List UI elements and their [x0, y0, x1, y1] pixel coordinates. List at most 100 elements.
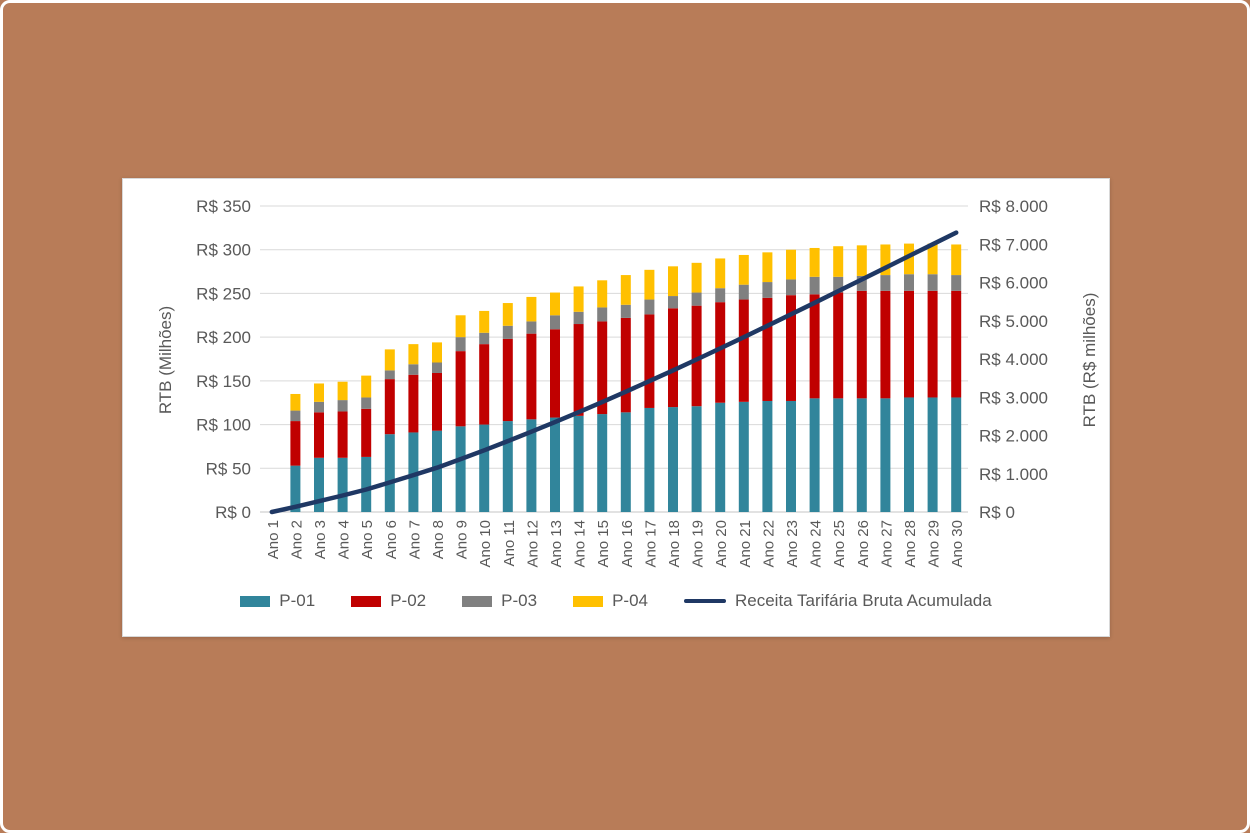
bar-segment-p-02 [880, 290, 891, 399]
p03-swatch-icon [462, 595, 493, 607]
bar-segment-p-01 [668, 407, 678, 512]
bar-segment-p-04 [455, 315, 466, 338]
bar-segment-p-02 [573, 324, 584, 416]
line-swatch-icon [683, 599, 726, 603]
left-axis-tick-label: R$ 300 [196, 241, 251, 260]
bar-segment-p-03 [479, 332, 490, 345]
x-axis-tick-label: Ano 19 [690, 520, 707, 568]
bar-segment-p-04 [856, 245, 867, 276]
bar-segment-p-03 [809, 276, 820, 295]
bar-segment-p-03 [880, 275, 891, 291]
bar-segment-p-04 [786, 249, 796, 280]
bar-segment-p-01 [715, 402, 726, 512]
x-axis-tick-label: Ano 3 [312, 520, 329, 559]
bar-segment-p-01 [432, 430, 442, 512]
bar-segment-p-01 [691, 406, 702, 512]
bar-segment-p-01 [762, 400, 773, 512]
bar-segment-p-03 [573, 311, 584, 325]
x-axis-tick-label: Ano 12 [524, 520, 541, 568]
x-axis-tick-label: Ano 15 [595, 520, 612, 568]
bar-segment-p-02 [644, 314, 655, 408]
x-axis-tick-label: Ano 14 [572, 520, 589, 568]
legend-label-p03: P-03 [501, 591, 538, 610]
x-axis-tick-label: Ano 4 [336, 520, 353, 559]
legend: P-01 P-02 P-03 P-04 Receita Tarifária Br… [123, 591, 1109, 611]
right-axis-title: RTB (R$ milhões) [1080, 292, 1099, 428]
bar-segment-p-02 [927, 290, 938, 398]
bar-segment-p-02 [715, 302, 726, 403]
bar-segment-p-02 [502, 338, 513, 422]
x-axis-tick-label: Ano 28 [902, 520, 919, 568]
legend-label-p02: P-02 [390, 591, 427, 610]
bar-segment-p-01 [927, 397, 938, 512]
bar-segment-p-04 [715, 258, 726, 289]
bar-segment-p-04 [644, 269, 655, 300]
bar-segment-p-02 [951, 290, 962, 398]
bar-segment-p-04 [314, 383, 324, 402]
bar-segment-p-03 [951, 275, 962, 291]
bar-segment-p-01 [597, 414, 608, 512]
bar-segment-p-02 [691, 305, 702, 407]
bar-segment-p-03 [833, 276, 844, 293]
bar-segment-p-03 [620, 304, 631, 318]
right-axis-tick-label: R$ 8.000 [979, 197, 1048, 216]
legend-label-p04: P-04 [612, 591, 648, 610]
bar-segment-p-02 [668, 308, 678, 408]
bar-segment-p-02 [526, 333, 537, 420]
bar-segment-p-03 [526, 321, 537, 334]
bar-segment-p-02 [620, 317, 631, 413]
bar-segment-p-03 [314, 401, 324, 413]
p01-swatch-icon [240, 595, 271, 607]
bar-segment-p-02 [384, 379, 395, 435]
bar-segment-p-04 [597, 280, 608, 308]
bar-segment-p-03 [550, 315, 560, 330]
x-axis-tick-label: Ano 5 [359, 520, 376, 559]
bar-segment-p-04 [904, 243, 914, 275]
plot-area: R$ 0 R$ 50 R$ 100 R$ 150 R$ 200 R$ 250 R$ 300 R… [196, 197, 1048, 568]
bar-segment-p-01 [809, 398, 820, 512]
bar-segment-p-02 [904, 290, 914, 398]
chart-panel: R$ 0 R$ 50 R$ 100 R$ 150 R$ 200 R$ 250 R$ 300 R… [122, 178, 1110, 637]
bar-segment-p-01 [384, 434, 395, 512]
bar-segment-p-04 [809, 247, 820, 277]
bar-segment-p-01 [904, 397, 914, 512]
left-axis-tick-label: R$ 250 [196, 284, 251, 303]
bar-segment-p-03 [361, 397, 372, 409]
right-axis-tick-label: R$ 5.000 [979, 312, 1048, 331]
right-axis-tick-label: R$ 2.000 [979, 427, 1048, 446]
p02-swatch-icon [351, 595, 382, 607]
bar-segment-p-02 [809, 294, 820, 399]
bar-segment-p-03 [408, 364, 419, 375]
bar-segment-p-03 [786, 279, 796, 296]
bar-segment-p-02 [408, 374, 419, 433]
bar-segment-p-01 [880, 398, 891, 512]
bar-segment-p-03 [644, 299, 655, 315]
legend-item-p04: P-04 [573, 591, 648, 611]
x-axis-tick-label: Ano 11 [501, 520, 518, 566]
bar-segment-p-02 [361, 408, 372, 457]
bar-segment-p-04 [951, 244, 962, 276]
left-axis-tick-label: R$ 350 [196, 197, 251, 216]
x-axis-tick-label: Ano 16 [619, 520, 636, 568]
x-axis-tick-label: Ano 24 [808, 520, 825, 568]
x-axis-tick-label: Ano 2 [288, 520, 305, 559]
x-axis-tick-label: Ano 23 [784, 520, 801, 568]
bar-segment-p-02 [597, 321, 608, 415]
bar-segment-p-03 [691, 292, 702, 306]
right-axis-tick-label: R$ 0 [979, 503, 1015, 522]
bar-segment-p-04 [502, 303, 513, 326]
right-axis-tick-label: R$ 7.000 [979, 235, 1048, 254]
bar-segment-p-02 [337, 411, 348, 458]
bar-segment-p-01 [502, 421, 513, 512]
bar-segment-p-04 [408, 344, 419, 365]
bar-segment-p-01 [408, 432, 419, 512]
bar-segment-p-04 [550, 292, 560, 316]
x-axis-tick-label: Ano 17 [642, 520, 659, 568]
bar-segment-p-01 [833, 398, 844, 512]
bar-segment-p-03 [384, 370, 395, 380]
bar-segment-p-02 [455, 351, 466, 427]
bar-segment-p-04 [880, 244, 891, 276]
bar-segment-p-04 [620, 275, 631, 305]
bar-segment-p-01 [738, 401, 749, 512]
left-axis-tick-label: R$ 150 [196, 372, 251, 391]
